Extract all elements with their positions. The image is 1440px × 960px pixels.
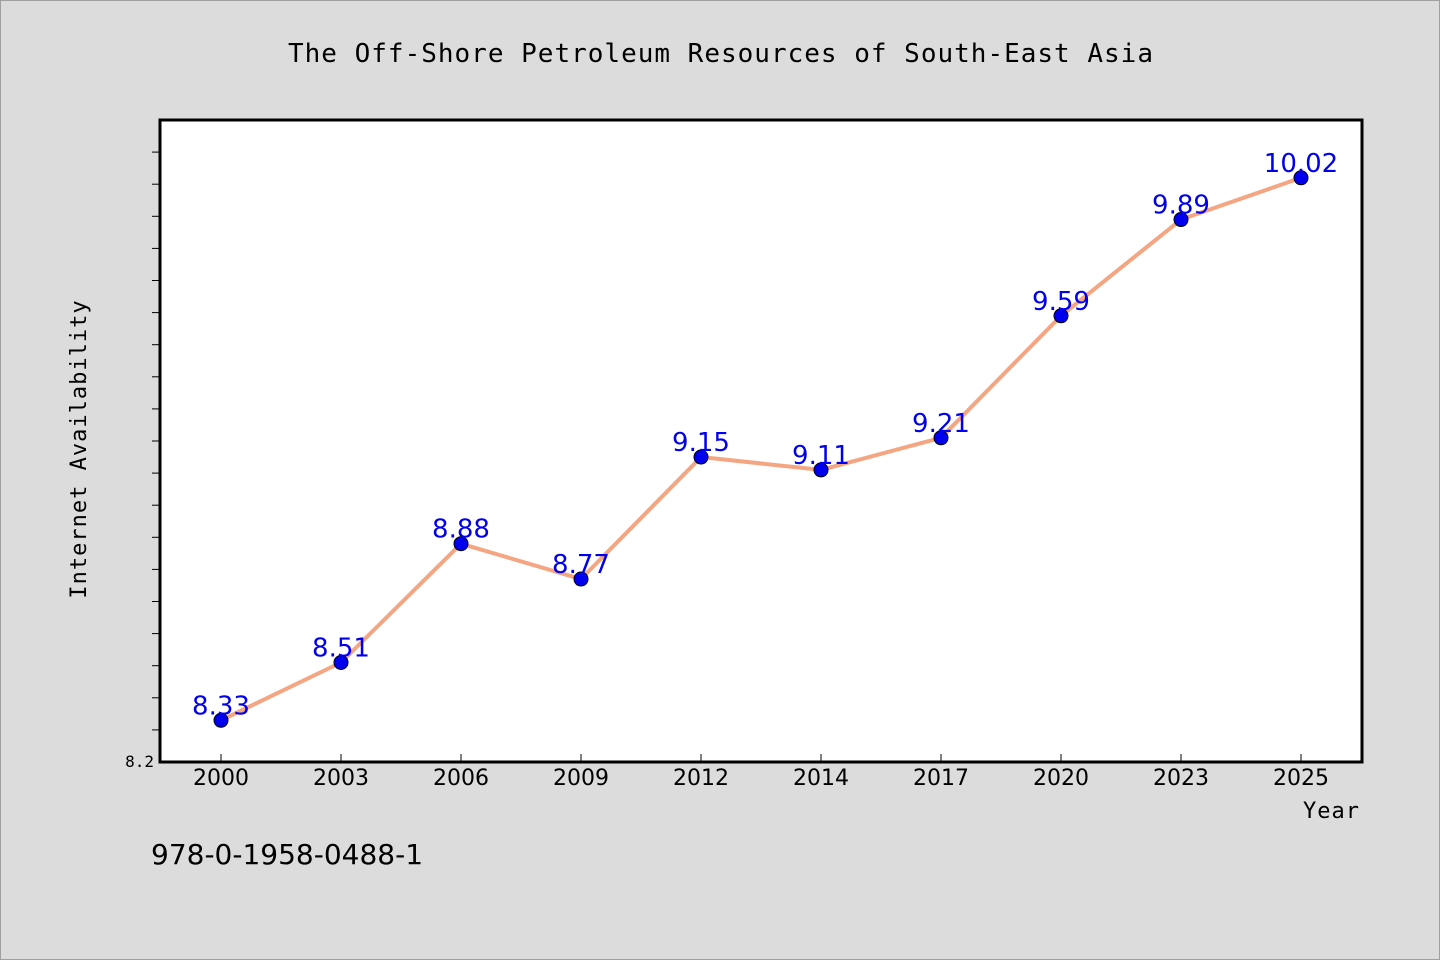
y-axis-tick-labels: 8.2	[125, 752, 154, 771]
x-tick-label: 2017	[913, 766, 969, 791]
x-axis-ticks	[220, 754, 1302, 762]
data-label: 9.11	[792, 441, 850, 471]
y-axis-ticks	[152, 151, 160, 731]
data-label: 9.59	[1032, 287, 1090, 317]
data-markers	[213, 170, 1309, 728]
data-point	[573, 571, 589, 587]
x-axis-label: Year	[1303, 799, 1360, 824]
data-point	[1053, 308, 1069, 324]
x-tick-label: 2006	[433, 766, 489, 791]
x-tick-label: 2012	[673, 766, 729, 791]
data-label: 8.88	[432, 515, 490, 545]
x-tick-label: 2009	[553, 766, 609, 791]
series-line	[219, 175, 1303, 723]
data-labels: 8.33 8.51 8.88 8.77 9.15 9.11 9.21 9.59 9.89 10.0…	[192, 149, 1338, 721]
x-tick-label: 2003	[313, 766, 369, 791]
plot-area	[158, 118, 1364, 764]
data-label: 9.89	[1152, 191, 1210, 221]
data-point	[1293, 170, 1309, 186]
data-label: 10.02	[1264, 149, 1338, 179]
x-tick-label: 2020	[1033, 766, 1089, 791]
y-axis-label: Internet Availability	[67, 299, 92, 598]
isbn-annotation: 978-0-1958-0488-1	[151, 838, 423, 871]
chart-title: The Off-Shore Petroleum Resources of Sou…	[288, 39, 1154, 69]
x-tick-label: 2023	[1153, 766, 1209, 791]
data-point	[1173, 212, 1189, 228]
data-point	[693, 449, 709, 465]
data-label: 9.15	[672, 428, 730, 458]
data-label: 8.51	[312, 633, 370, 663]
data-point	[933, 430, 949, 446]
data-point	[453, 536, 469, 552]
x-tick-label: 2000	[193, 766, 249, 791]
x-tick-label: 2014	[793, 766, 849, 791]
data-label: 8.33	[192, 691, 250, 721]
x-tick-label: 2025	[1273, 766, 1329, 791]
data-point	[333, 654, 349, 670]
x-axis-tick-labels: 2000 2003 2006 2009 2012 2014 2017 2020 2023 2025	[193, 766, 1329, 791]
y-tick-label: 8.2	[125, 752, 154, 771]
data-point	[213, 712, 229, 728]
data-label: 8.77	[552, 550, 610, 580]
data-label: 9.21	[912, 409, 970, 439]
data-point	[813, 462, 829, 478]
